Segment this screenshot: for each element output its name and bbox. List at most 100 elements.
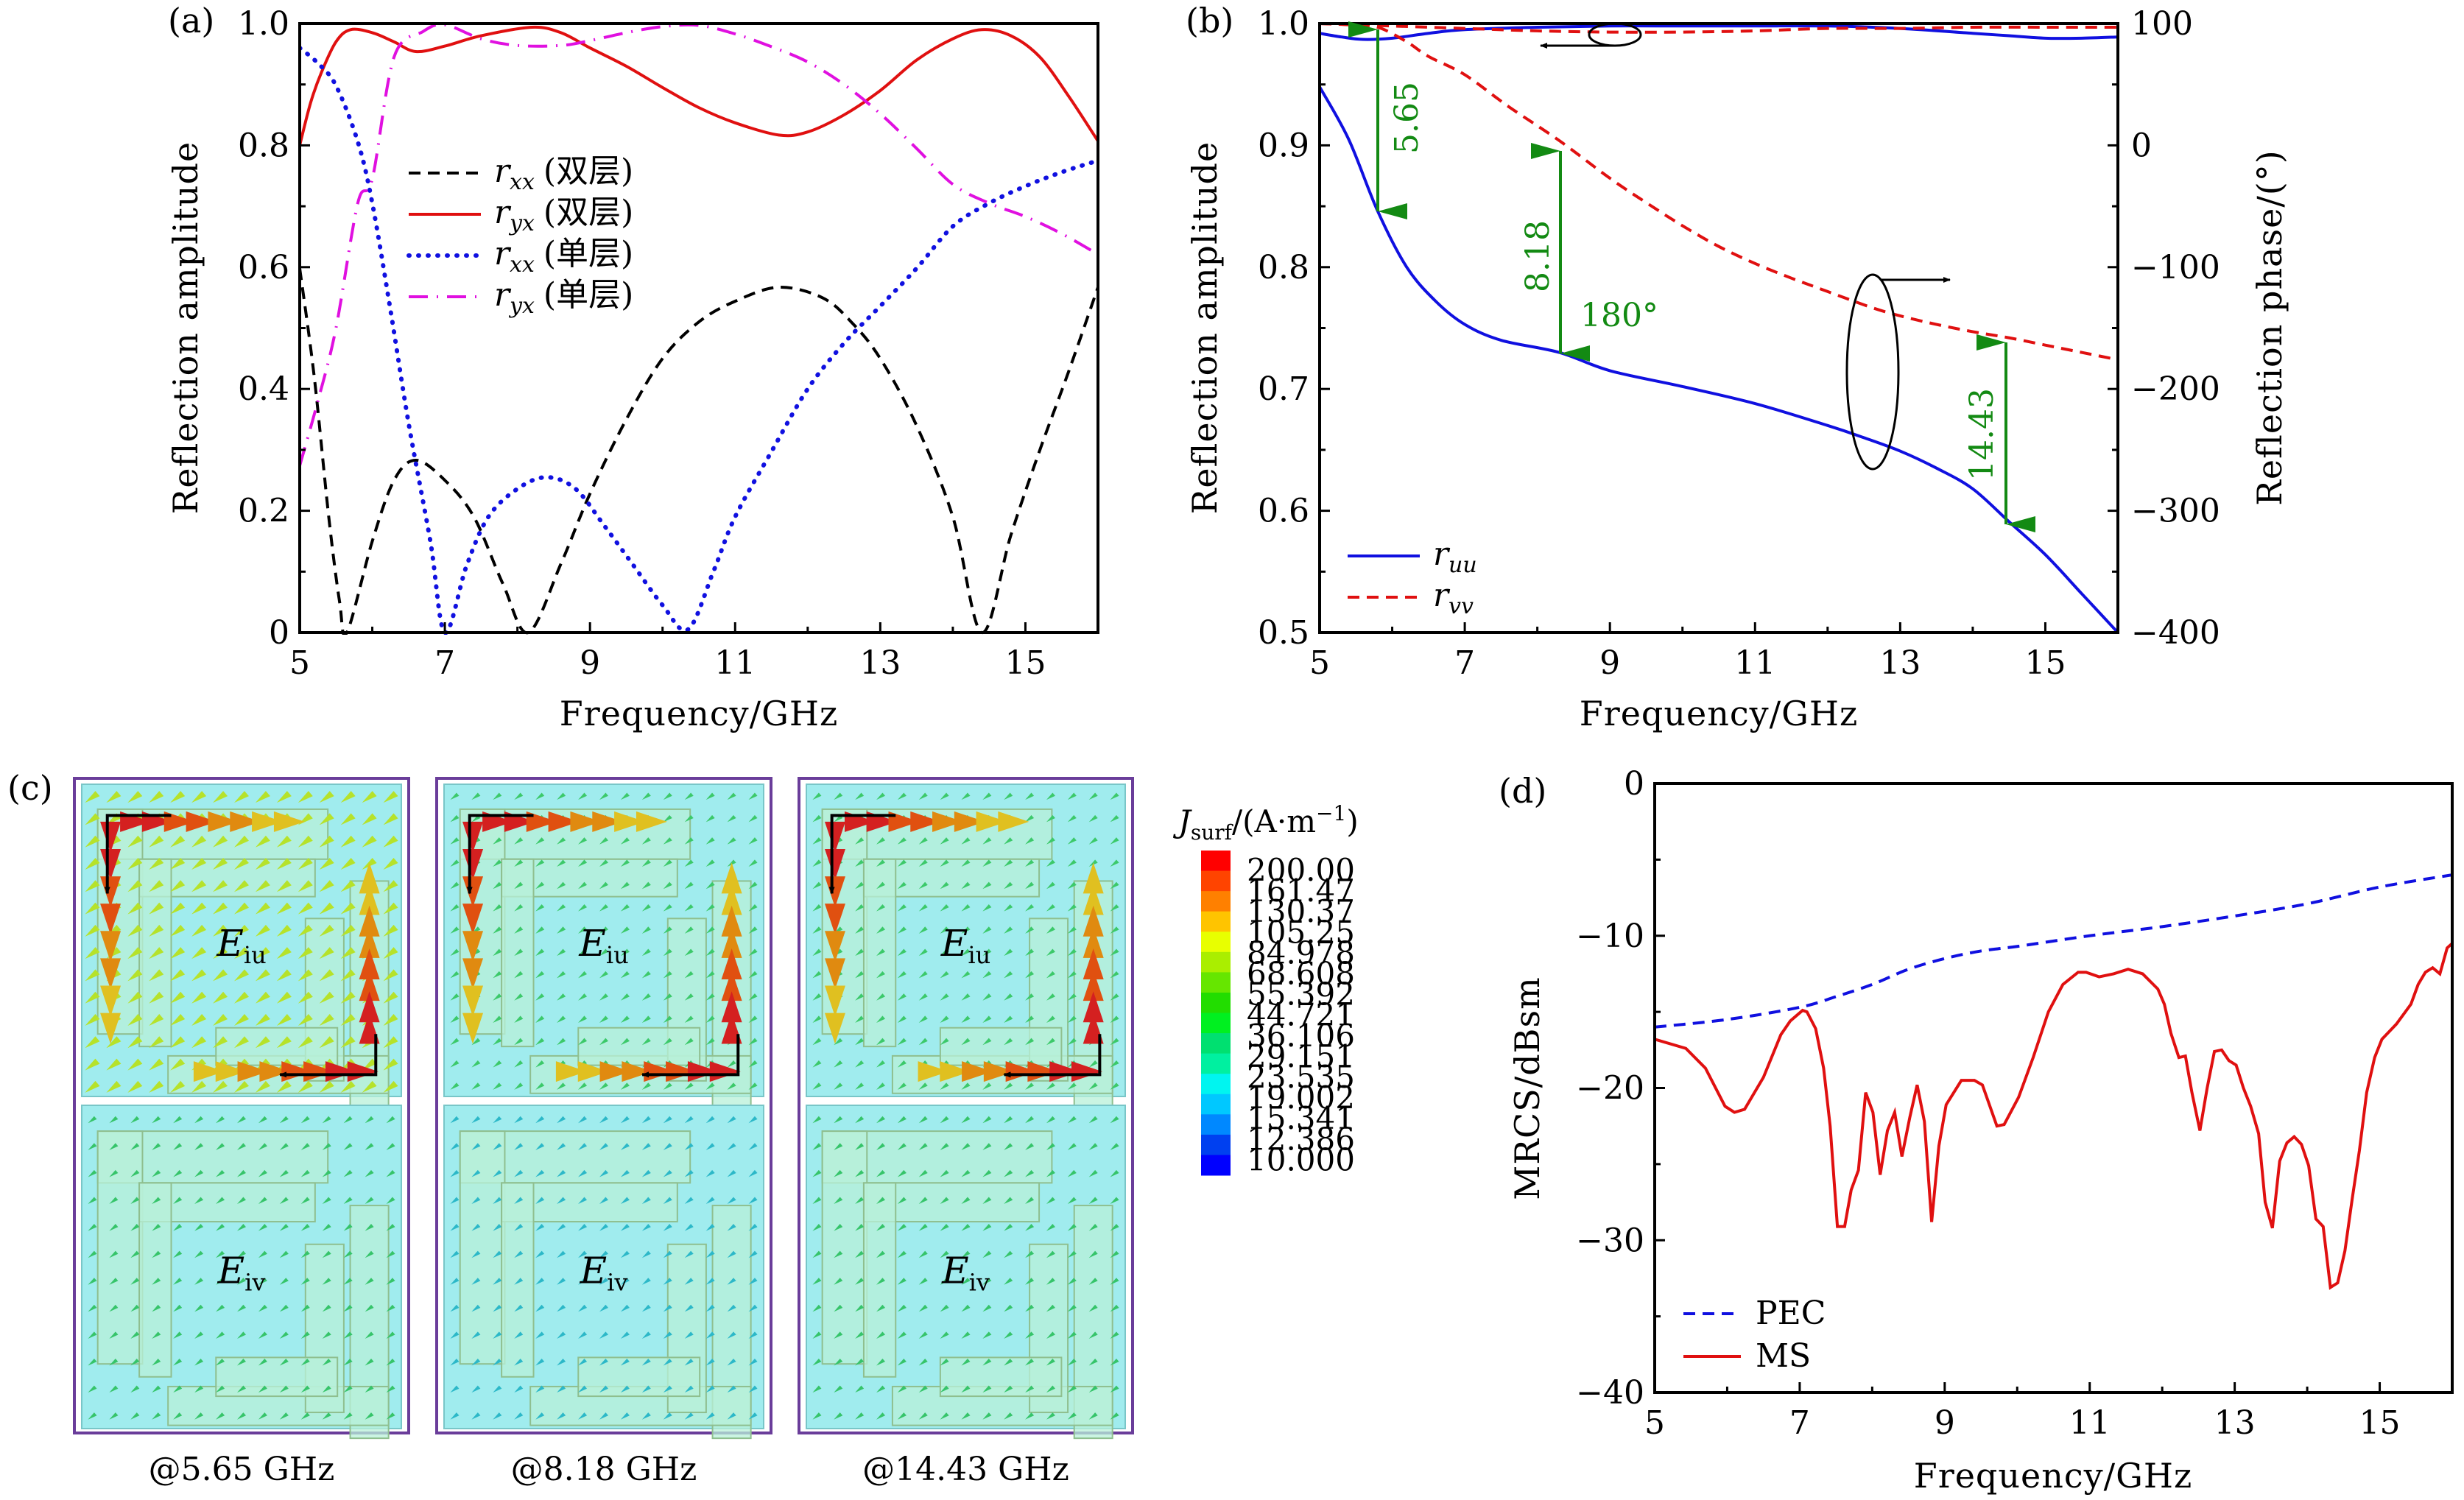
current-vector xyxy=(961,1116,971,1124)
current-vector xyxy=(322,1331,331,1339)
current-vector xyxy=(213,924,228,937)
current-vector xyxy=(578,1331,588,1339)
current-vector xyxy=(535,971,545,979)
current-vector xyxy=(599,904,608,912)
current-vector xyxy=(276,969,292,982)
current-vector xyxy=(237,1250,246,1258)
current-vector xyxy=(298,858,313,870)
current-vector xyxy=(471,1197,481,1205)
current-vector xyxy=(383,813,398,825)
current-vector xyxy=(514,1082,524,1090)
current-vector xyxy=(343,1169,353,1177)
strong-current-cone xyxy=(100,958,122,990)
current-vector xyxy=(340,1036,356,1049)
current-vector xyxy=(514,1358,524,1366)
current-vector xyxy=(130,1385,140,1393)
current-vector xyxy=(1110,1278,1119,1285)
colorbar-segment xyxy=(1201,1033,1231,1054)
current-vector xyxy=(684,837,694,845)
current-vector xyxy=(173,1385,183,1393)
current-vector xyxy=(727,1250,736,1258)
strong-current-cone xyxy=(462,985,484,1017)
current-vector xyxy=(173,1331,183,1339)
current-vector xyxy=(1110,904,1119,912)
strong-current-cone xyxy=(962,1061,993,1082)
current-vector xyxy=(493,1060,502,1068)
current-vector xyxy=(940,1250,949,1258)
current-vector xyxy=(1046,1331,1055,1339)
current-direction-arrow xyxy=(828,814,896,895)
panel-b-right-y-axis-label: Reflection phase/(°) xyxy=(2250,149,2289,505)
current-vector xyxy=(663,971,672,979)
series-a-2 xyxy=(300,46,1098,635)
strong-current-cone xyxy=(186,811,217,832)
strong-current-cone xyxy=(636,811,667,832)
colorbar-title-subscript: surf xyxy=(1191,820,1234,845)
current-vector xyxy=(1088,1358,1098,1366)
current-vector xyxy=(1046,1038,1055,1046)
current-vector xyxy=(727,1143,736,1150)
current-vector xyxy=(216,1412,225,1420)
colorbar-segment xyxy=(1201,1134,1231,1155)
current-vector xyxy=(88,1116,97,1124)
current-vector xyxy=(152,1250,161,1258)
current-vector xyxy=(493,1250,502,1258)
current-vector xyxy=(514,837,524,845)
current-vector xyxy=(812,1412,822,1420)
panel-b-x-axis-label: Frequency/GHz xyxy=(1580,694,1858,733)
current-vector xyxy=(1067,904,1077,912)
y-tick-label: 0.5 xyxy=(1258,614,1309,652)
x-tick-label: 5 xyxy=(289,644,310,682)
strong-current-cone xyxy=(359,970,380,1001)
current-vector xyxy=(684,859,694,867)
current-vector xyxy=(684,1116,694,1124)
current-vector xyxy=(705,1304,715,1312)
current-vector xyxy=(620,1250,630,1258)
strong-current-cone xyxy=(359,926,380,958)
series-b-3 xyxy=(1320,22,2118,362)
current-vector xyxy=(386,1358,395,1366)
current-vector xyxy=(319,924,334,937)
current-vector xyxy=(641,926,651,934)
current-vector xyxy=(471,1224,481,1231)
current-vector xyxy=(343,1385,353,1393)
colorbar-segment xyxy=(1201,1053,1231,1074)
current-vector xyxy=(918,971,928,979)
current-vector xyxy=(514,993,524,1001)
strong-current-cone xyxy=(100,931,122,962)
current-vector xyxy=(855,1143,865,1150)
strong-current-cone xyxy=(1083,884,1104,915)
current-vector xyxy=(812,948,822,957)
current-vector xyxy=(641,971,651,979)
current-vector xyxy=(471,792,481,800)
current-vector xyxy=(1088,792,1098,800)
panel-d-x-axis-label: Frequency/GHz xyxy=(1914,1456,2192,1496)
current-vector xyxy=(493,881,502,890)
current-vector xyxy=(237,1385,246,1393)
current-vector xyxy=(173,1169,183,1177)
current-vector xyxy=(127,858,143,870)
current-vector xyxy=(961,1385,971,1393)
current-vector xyxy=(620,948,630,957)
current-vector xyxy=(961,1197,971,1205)
strong-current-cone xyxy=(721,948,742,979)
current-vector xyxy=(1110,859,1119,867)
current-vector xyxy=(1110,948,1119,957)
colorbar-level-label: 55.392 xyxy=(1247,976,1355,1013)
current-vector xyxy=(1110,1082,1119,1090)
strong-current-cone xyxy=(259,1061,291,1082)
current-vector xyxy=(897,1224,907,1231)
current-vector xyxy=(982,948,992,957)
panel-a-plot-area xyxy=(300,23,1098,635)
current-vector xyxy=(88,1169,97,1177)
current-vector xyxy=(961,1331,971,1339)
colorbar-segment xyxy=(1201,1094,1231,1115)
y-tick-label: 0.6 xyxy=(1258,493,1309,530)
current-vector xyxy=(1025,971,1035,979)
current-vector xyxy=(213,1036,228,1049)
current-vector xyxy=(1004,1116,1013,1124)
phase-diff-label-5-65: 5.65 xyxy=(1388,82,1426,154)
colorbar-segment xyxy=(1201,851,1231,872)
current-vector xyxy=(340,969,356,982)
current-vector xyxy=(109,1278,119,1285)
